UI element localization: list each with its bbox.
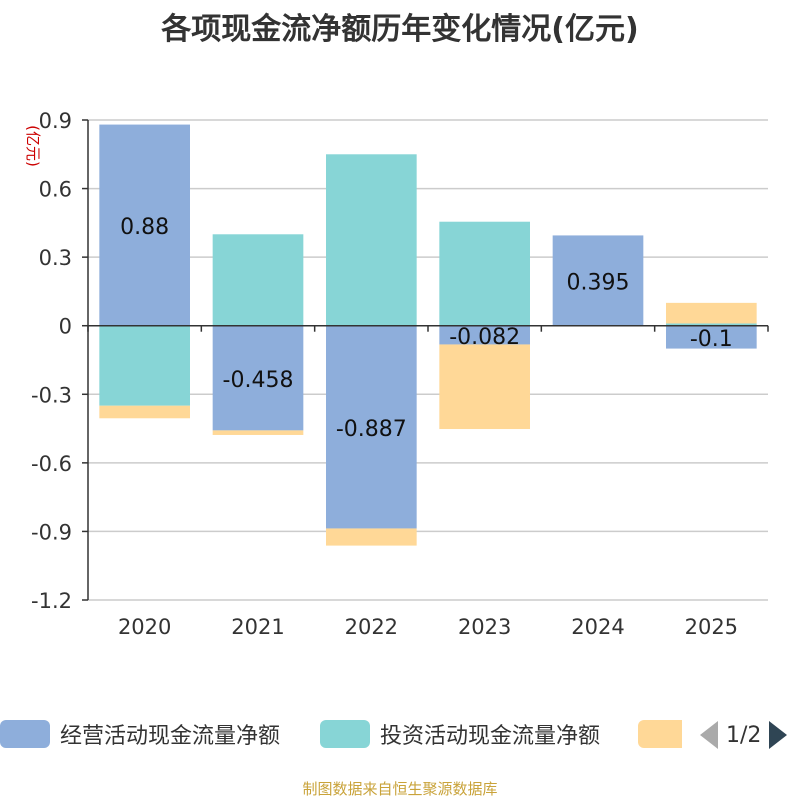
legend-swatch-operating [0, 720, 50, 748]
legend-next-arrow-icon[interactable] [769, 721, 788, 749]
legend-label-investing: 投资活动现金流量净额 [380, 724, 601, 749]
y-tick-label: 0.6 [39, 178, 72, 202]
chart-plot: 0.9 0.6 0.3 0 -0.3 -0.6 -0.9 -1.2 0.88 2020 -0.458… [24, 109, 769, 639]
legend-swatch-third [638, 720, 682, 748]
bars [99, 124, 757, 546]
legend-page-indicator: 1/2 [726, 722, 762, 748]
bar-investing-2023 [439, 221, 530, 326]
bar-third-2020 [99, 405, 190, 419]
legend: 经营活动现金流量净额 投资活动现金流量净额 [0, 714, 800, 754]
bar-investing-2021 [212, 234, 304, 326]
x-tick-label-2023: 2023 [458, 615, 511, 639]
x-tick-label-2024: 2024 [571, 615, 624, 639]
axes [82, 119, 769, 601]
source-note: 制图数据来自恒生聚源数据库 [302, 780, 498, 798]
bar-third-2022 [326, 528, 417, 546]
x-tick-label-2022: 2022 [345, 615, 398, 639]
bar-investing-2022 [326, 154, 417, 326]
data-label-2022: -0.887 [336, 417, 407, 442]
data-label-2023: -0.082 [449, 325, 520, 350]
bar-investing-2020 [99, 325, 190, 406]
y-tick-label: -0.3 [31, 383, 72, 407]
bar-operating-2024 [552, 235, 644, 326]
legend-swatch-investing [320, 720, 370, 748]
y-tick-label: -0.6 [31, 452, 72, 476]
x-tick-label-2025: 2025 [685, 615, 738, 639]
bar-third-2025 [666, 302, 757, 324]
legend-item-third[interactable] [638, 714, 692, 754]
y-tick-label: -1.2 [31, 589, 72, 613]
data-label-2024: 0.395 [567, 271, 630, 296]
y-tick-label: 0.3 [39, 246, 72, 270]
bar-operating-2021 [212, 325, 304, 431]
bar-third-2023 [439, 344, 530, 430]
y-axis-label: (亿元) [24, 125, 42, 167]
data-label-2025: -0.1 [690, 327, 733, 352]
chart-title: 各项现金流净额历年变化情况(亿元) [161, 12, 639, 47]
data-label-2020: 0.88 [120, 215, 169, 240]
y-tick-label: 0 [59, 315, 72, 339]
x-tick-label-2021: 2021 [231, 615, 284, 639]
bar-operating-2022 [326, 325, 417, 529]
bar-operating-2025 [666, 325, 757, 349]
grid-lines [88, 119, 768, 601]
bar-operating-2023 [439, 325, 530, 345]
bar-third-2021 [212, 430, 304, 435]
legend-item-operating[interactable]: 经营活动现金流量净额 [0, 714, 280, 754]
legend-pager: 1/2 [700, 718, 788, 752]
x-tick-label-2020: 2020 [118, 615, 171, 639]
legend-label-operating: 经营活动现金流量净额 [60, 724, 281, 749]
y-tick-label: -0.9 [31, 520, 72, 544]
y-tick-label: 0.9 [39, 109, 72, 133]
bar-operating-2020 [99, 124, 190, 326]
data-label-2021: -0.458 [223, 368, 294, 393]
bar-investing-2025 [666, 323, 757, 326]
legend-prev-arrow-icon[interactable] [700, 721, 718, 749]
data-labels: 0.9 0.6 0.3 0 -0.3 -0.6 -0.9 -1.2 0.88 2020 -0.458… [31, 109, 738, 639]
legend-item-investing[interactable]: 投资活动现金流量净额 [320, 714, 600, 754]
